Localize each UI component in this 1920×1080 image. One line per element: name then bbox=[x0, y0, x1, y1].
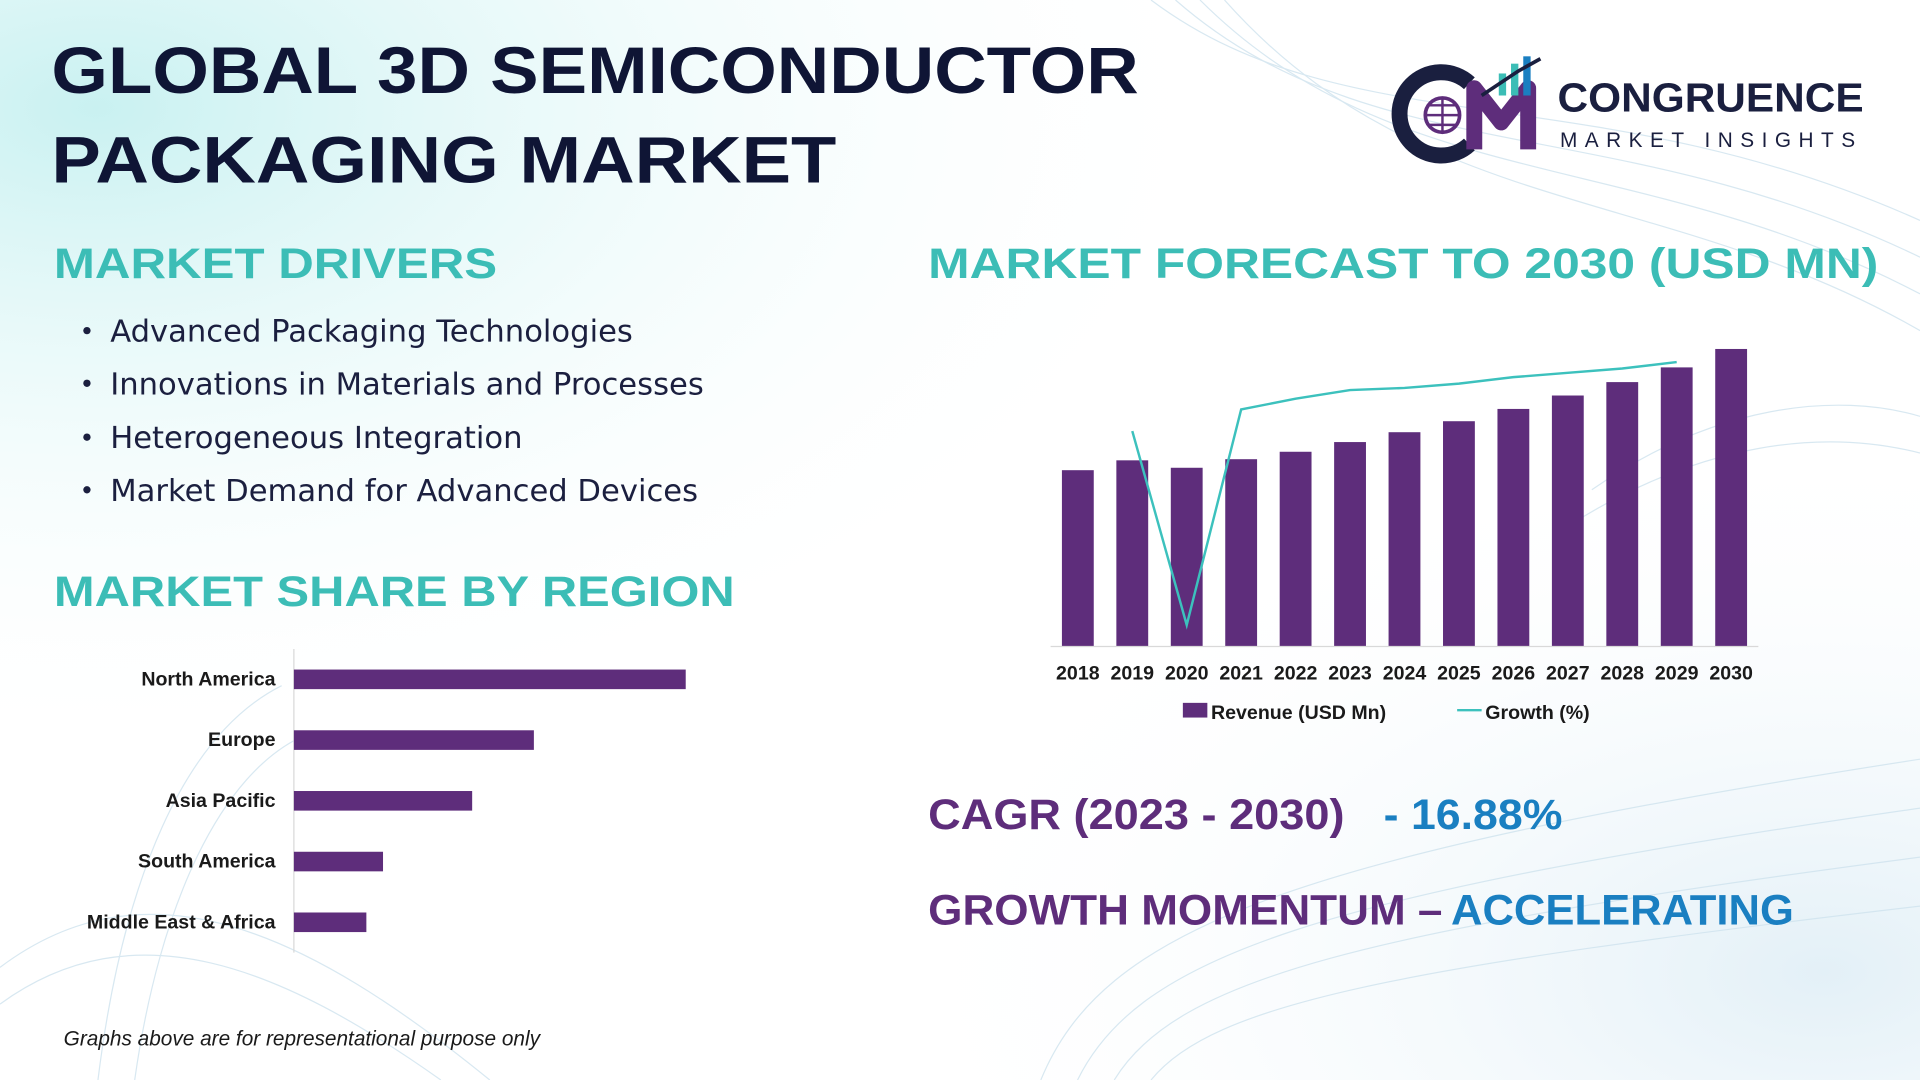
logo-arrow bbox=[1480, 57, 1542, 98]
logo-bar bbox=[1523, 56, 1531, 96]
logo-bar bbox=[1498, 73, 1507, 96]
category-label: South America bbox=[138, 851, 277, 873]
x-tick-label: 2023 bbox=[1328, 663, 1372, 685]
bar bbox=[1551, 395, 1584, 647]
bar bbox=[1497, 408, 1530, 647]
x-tick-label: 2030 bbox=[1709, 663, 1753, 685]
section-heading: MARKET FORECAST TO 2030 (USD MN) bbox=[928, 240, 1878, 288]
x-tick-label: 2021 bbox=[1219, 663, 1263, 685]
x-tick-label: 2025 bbox=[1437, 663, 1481, 685]
bar bbox=[293, 912, 367, 933]
bar bbox=[1660, 367, 1693, 647]
momentum-value: ACCELERATING bbox=[1451, 886, 1794, 934]
bar bbox=[293, 851, 384, 872]
legend-swatch bbox=[1182, 702, 1208, 718]
driver-item: Heterogeneous Integration bbox=[110, 421, 522, 456]
logo bbox=[1391, 56, 1542, 164]
footnote: Graphs above are for representational pu… bbox=[64, 1028, 542, 1051]
bar bbox=[293, 730, 534, 750]
driver-item: Innovations in Materials and Processes bbox=[110, 367, 704, 402]
cagr-value: - 16.88% bbox=[1384, 791, 1563, 839]
category-label: Middle East & Africa bbox=[87, 911, 277, 933]
legend-label: Revenue (USD Mn) bbox=[1211, 702, 1386, 724]
category-label: North America bbox=[141, 668, 276, 690]
category-label: Europe bbox=[208, 729, 276, 751]
legend-label: Growth (%) bbox=[1485, 702, 1589, 724]
cagr-label: CAGR (2023 - 2030) bbox=[928, 791, 1344, 839]
bar bbox=[1334, 442, 1366, 647]
title: PACKAGING MARKET bbox=[51, 123, 836, 197]
logo-tagline: MARKET INSIGHTS bbox=[1560, 129, 1861, 152]
bar bbox=[1225, 459, 1258, 647]
bar bbox=[293, 669, 686, 690]
x-tick-label: 2020 bbox=[1165, 663, 1209, 685]
bar bbox=[1715, 348, 1748, 647]
section-heading: MARKET DRIVERS bbox=[54, 240, 497, 288]
x-tick-label: 2022 bbox=[1274, 663, 1318, 685]
driver-item: Advanced Packaging Technologies bbox=[110, 315, 633, 350]
bar bbox=[1170, 467, 1203, 647]
x-tick-label: 2027 bbox=[1546, 663, 1590, 685]
line bbox=[1131, 360, 1677, 630]
x-tick-label: 2019 bbox=[1110, 663, 1154, 685]
bullet bbox=[83, 486, 91, 494]
logo-name: CONGRUENCE bbox=[1558, 74, 1864, 120]
bar bbox=[1279, 451, 1312, 647]
bullet bbox=[83, 326, 91, 335]
bullet bbox=[83, 433, 91, 441]
logo-bar bbox=[1511, 63, 1519, 96]
x-tick-label: 2026 bbox=[1492, 663, 1536, 685]
bar bbox=[1116, 460, 1149, 647]
x-tick-label: 2028 bbox=[1600, 663, 1644, 685]
logo-globe bbox=[1425, 97, 1460, 133]
x-tick-label: 2024 bbox=[1383, 663, 1427, 685]
momentum-label: GROWTH MOMENTUM – bbox=[928, 886, 1442, 934]
driver-item: Market Demand for Advanced Devices bbox=[110, 474, 698, 509]
bar bbox=[1606, 382, 1639, 647]
bar bbox=[1061, 470, 1094, 647]
title: GLOBAL 3D SEMICONDUCTOR bbox=[51, 34, 1138, 108]
section-heading: MARKET SHARE BY REGION bbox=[54, 568, 735, 616]
category-label: Asia Pacific bbox=[166, 790, 276, 812]
bar bbox=[1388, 432, 1421, 647]
bar bbox=[293, 791, 473, 811]
drivers-list: Advanced Packaging Technologies Innovati… bbox=[83, 315, 704, 509]
logo-m bbox=[1466, 80, 1537, 150]
bullet bbox=[83, 379, 91, 387]
bar bbox=[1443, 421, 1475, 647]
x-tick-label: 2018 bbox=[1056, 663, 1100, 685]
x-tick-label: 2029 bbox=[1655, 663, 1699, 685]
logo-c bbox=[1391, 64, 1475, 164]
